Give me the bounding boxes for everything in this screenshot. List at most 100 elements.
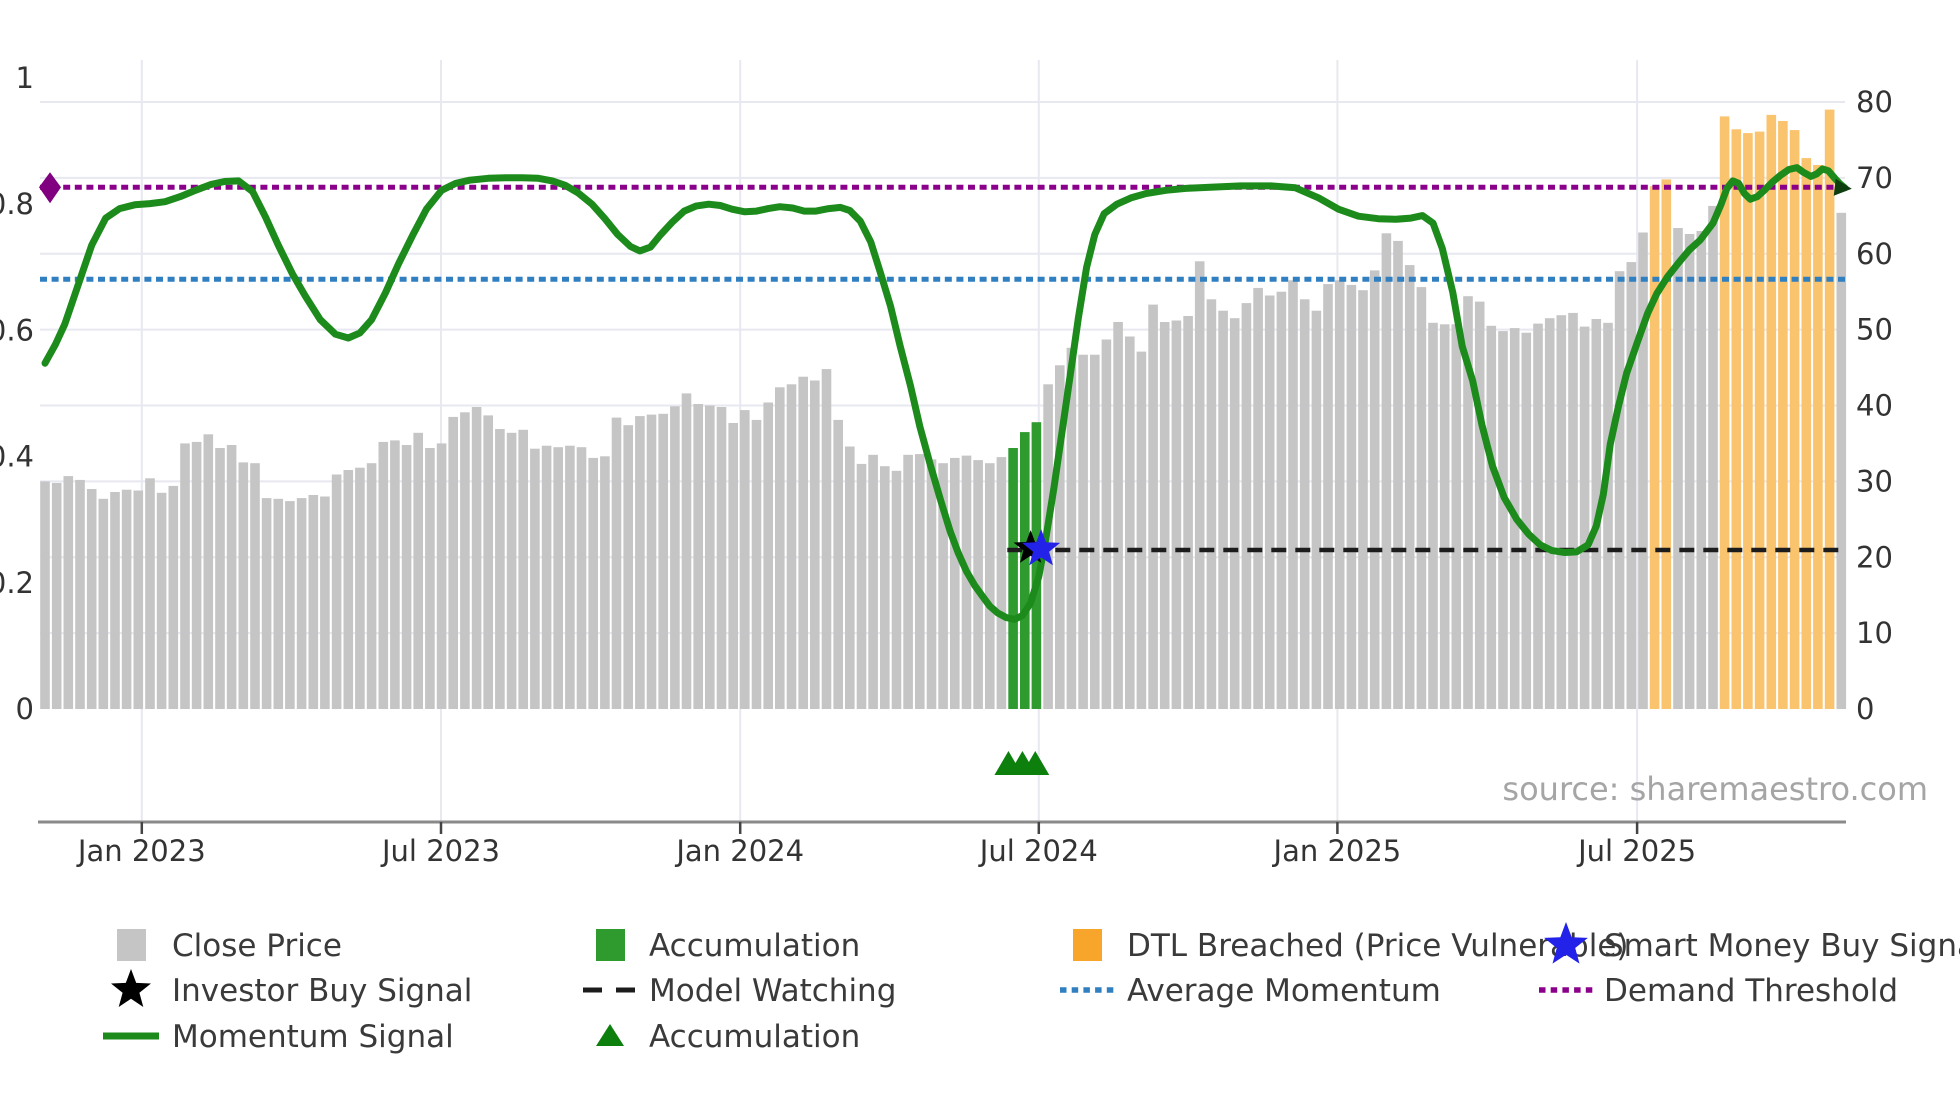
close-price-bar xyxy=(1253,287,1263,709)
close-price-bar xyxy=(1696,231,1707,709)
dtl-breached-bar xyxy=(1754,131,1765,710)
close-price-bar xyxy=(810,380,820,709)
close-price-bar xyxy=(1381,233,1392,710)
close-price-bar xyxy=(891,470,902,709)
close-price-bar xyxy=(121,489,132,709)
close-price-bar xyxy=(1568,312,1578,709)
dtl-breached-bar xyxy=(1778,121,1788,709)
right-axis-tick-label: 20 xyxy=(1856,540,1893,574)
close-price-bar xyxy=(996,457,1007,709)
legend-label: Momentum Signal xyxy=(172,1019,454,1055)
close-price-bar xyxy=(775,387,785,709)
close-price-bar xyxy=(133,490,144,709)
x-tick-label: Jul 2024 xyxy=(978,834,1098,868)
left-axis-tick-label: 0.4 xyxy=(0,440,34,474)
close-price-bar xyxy=(1358,290,1368,709)
legend: Close Price Investor Buy Signal Momentum S… xyxy=(103,922,1960,1055)
close-price-bar xyxy=(413,432,423,709)
legend-label: Accumulation xyxy=(649,1019,860,1055)
x-tick-label: Jan 2025 xyxy=(1272,834,1402,868)
close-price-bar xyxy=(390,440,400,709)
dtl-breached-bar xyxy=(1801,158,1812,710)
right-axis-tick-label: 30 xyxy=(1856,464,1893,498)
close-price-bar xyxy=(1194,261,1205,709)
close-price-bar xyxy=(366,463,377,709)
close-price-bar xyxy=(86,489,97,709)
close-price-bar xyxy=(541,445,552,709)
x-tick-label: Jul 2023 xyxy=(380,834,500,868)
demand-threshold-diamond-marker xyxy=(39,172,61,204)
smart-money-buy-signal-star-icon xyxy=(1022,529,1061,566)
right-axis-tick-label: 0 xyxy=(1856,692,1874,726)
close-price-bar xyxy=(856,463,867,709)
close-price-bar xyxy=(331,474,342,709)
close-price-bar xyxy=(40,481,50,709)
close-price-bar xyxy=(215,448,225,709)
momentum-end-arrow-icon xyxy=(1833,178,1852,196)
dtl-breached-bar xyxy=(1649,186,1660,709)
close-price-bar xyxy=(798,376,808,709)
close-price-bar xyxy=(1183,316,1193,709)
left-axis-tick-label: 0 xyxy=(16,692,34,726)
close-price-bar xyxy=(646,414,657,709)
close-price-bar xyxy=(611,417,622,709)
close-price-bars xyxy=(40,109,1847,710)
close-price-bar xyxy=(401,445,412,709)
close-price-bar xyxy=(1544,318,1555,709)
close-price-bar xyxy=(763,402,773,709)
close-price-bar xyxy=(1673,228,1683,709)
close-price-bar xyxy=(75,479,85,709)
close-price-bar xyxy=(1055,365,1065,709)
dtl-breached-bar xyxy=(1789,130,1800,710)
dtl-breached-bar xyxy=(1731,129,1742,710)
close-price-bar xyxy=(1159,322,1170,709)
close-price-bar xyxy=(833,419,843,709)
close-price-bar xyxy=(1148,304,1158,709)
legend-swatch-square xyxy=(117,929,146,961)
close-price-bar xyxy=(425,448,435,709)
dtl-breached-bar xyxy=(1824,109,1835,710)
close-price-bar xyxy=(273,498,284,709)
right-axis-tick-label: 70 xyxy=(1856,161,1893,195)
close-price-bar xyxy=(1684,234,1695,709)
right-axis-tick-label: 80 xyxy=(1856,85,1893,119)
legend-swatch-square xyxy=(1073,929,1102,961)
close-price-bar xyxy=(728,423,738,709)
close-price-bar xyxy=(553,447,563,709)
close-price-bar xyxy=(483,415,493,709)
close-price-bar xyxy=(1463,296,1473,709)
close-price-bar xyxy=(845,446,855,709)
close-price-bar xyxy=(1101,339,1112,709)
close-price-bar xyxy=(1498,331,1508,709)
close-price-bar xyxy=(355,467,365,709)
momentum-signal-line xyxy=(41,164,1849,623)
close-price-bar xyxy=(1346,284,1357,709)
legend-swatch-star-icon xyxy=(111,969,151,1007)
close-price-bar xyxy=(915,454,925,709)
legend-label: Average Momentum xyxy=(1127,973,1441,1009)
legend-label: Demand Threshold xyxy=(1604,973,1898,1009)
close-price-bar xyxy=(285,501,295,709)
close-price-bar xyxy=(308,495,319,709)
close-price-bar xyxy=(1439,324,1450,709)
close-price-bar xyxy=(1299,299,1310,709)
legend-label: Model Watching xyxy=(649,973,896,1009)
x-tick-label: Jan 2023 xyxy=(76,834,206,868)
close-price-bar xyxy=(1428,322,1438,709)
right-axis-tick-label: 50 xyxy=(1856,313,1893,347)
legend-swatch-star-icon xyxy=(1544,922,1588,964)
close-price-bar xyxy=(1241,303,1252,709)
dtl-breached-bar xyxy=(1719,116,1730,709)
close-price-bar xyxy=(903,454,913,709)
close-price-bar xyxy=(1836,212,1847,710)
left-axis-tick-label: 0.8 xyxy=(0,187,34,221)
close-price-bar xyxy=(961,455,972,709)
close-price-bar xyxy=(518,429,528,709)
close-price-bar xyxy=(530,448,540,709)
close-price-bar xyxy=(506,432,517,709)
close-price-bar xyxy=(751,419,762,709)
close-price-bar xyxy=(436,443,447,709)
close-price-bar xyxy=(1603,322,1613,709)
close-price-bar xyxy=(296,498,307,709)
